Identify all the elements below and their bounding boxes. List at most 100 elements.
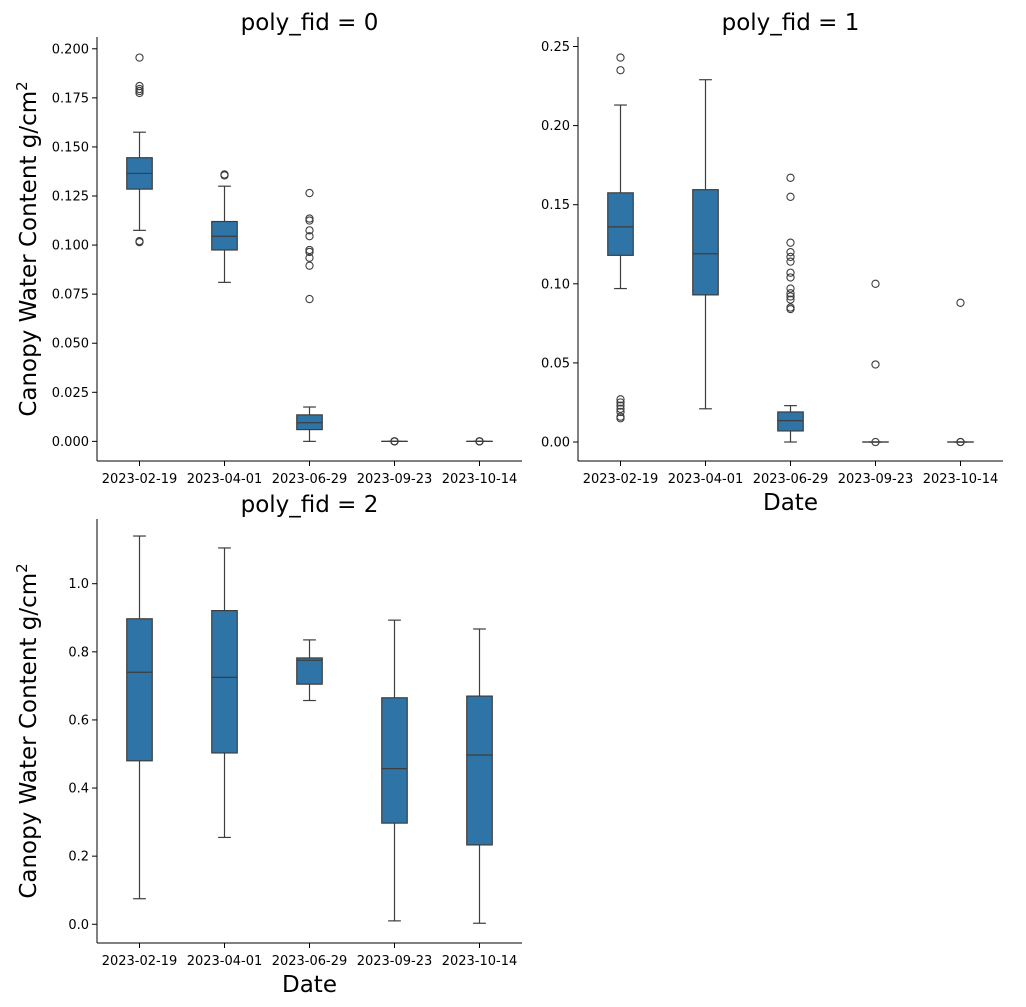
iqr-box: [381, 697, 408, 824]
y-tick-label: 0.075: [52, 288, 89, 303]
panel-title: poly_fid = 2: [241, 492, 379, 518]
outlier-point: [135, 88, 144, 98]
outlier-point: [786, 257, 795, 266]
outlier-point: [871, 279, 880, 288]
outlier-point: [786, 252, 795, 262]
x-tick-label: 2023-09-23: [357, 954, 433, 969]
outlier-point: [786, 238, 795, 247]
y-tick-label: 0.000: [52, 435, 89, 450]
y-axis-label-text: Canopy Water Content g/cm: [16, 573, 42, 899]
outlier-point: [305, 253, 314, 262]
outlier-point: [305, 226, 314, 235]
y-tick-label: 0.175: [52, 91, 89, 106]
panel-0: poly_fid = 0 0.000 0.025 0.050 0.075 0.100 0.1…: [13, 10, 522, 487]
y-tick-label: 0.8: [68, 645, 89, 660]
outlier-point: [786, 289, 795, 298]
x-tick-label: 2023-06-29: [272, 954, 348, 969]
y-axis-label-superscript: 2: [13, 563, 31, 573]
box-2023-02-19: [126, 53, 153, 247]
iqr-box: [777, 411, 804, 432]
outlier-point: [616, 53, 625, 62]
y-tick-label: 0.0: [68, 918, 89, 933]
outlier-point: [786, 292, 795, 301]
outlier-point: [305, 188, 314, 198]
box-2023-04-01: [211, 547, 238, 839]
outlier-point: [135, 237, 144, 247]
y-tick-label: 0.6: [68, 713, 89, 728]
x-tick-label: 2023-09-23: [357, 472, 433, 487]
iqr-box: [211, 610, 238, 754]
outlier-point: [305, 232, 314, 241]
x-tick-label: 2023-02-19: [102, 954, 178, 969]
y-tick-label: 0.20: [541, 119, 570, 134]
x-tick-label: 2023-10-14: [923, 472, 999, 487]
y-tick-label: 0.200: [52, 42, 89, 57]
outlier-point: [956, 437, 965, 447]
outlier-point: [305, 216, 314, 225]
x-tick-label: 2023-10-14: [442, 954, 518, 969]
x-tick-label: 2023-04-01: [668, 472, 744, 487]
y-tick-label: 0.15: [541, 198, 570, 213]
y-tick-label: 0.10: [541, 277, 570, 292]
x-tick-label: 2023-04-01: [187, 954, 263, 969]
box-2023-06-29: [777, 173, 804, 443]
outlier-point: [135, 53, 144, 62]
x-tick-label: 2023-09-23: [838, 472, 914, 487]
panel-2: poly_fid = 2 0.0 0.2 0.4 0.6 0.8 1.0 2023-02-19…: [13, 492, 522, 998]
box-2023-06-29: [296, 188, 323, 442]
y-tick-label: 0.2: [68, 850, 89, 865]
y-axis-label-superscript: 2: [13, 81, 31, 91]
iqr-box: [126, 618, 153, 762]
iqr-box: [692, 189, 719, 296]
outlier-point: [871, 360, 880, 369]
box-2023-02-19: [607, 53, 634, 423]
outlier-point: [786, 192, 795, 201]
outlier-point: [616, 404, 625, 413]
outlier-point: [220, 171, 229, 180]
y-tick-label: 0.25: [541, 40, 570, 55]
outlier-point: [786, 273, 795, 282]
x-axis-label: Date: [763, 490, 818, 516]
outlier-point: [786, 248, 795, 257]
outlier-point: [616, 407, 625, 417]
outlier-point: [616, 395, 625, 404]
y-tick-label: 0.025: [52, 386, 89, 401]
y-tick-label: 0.150: [52, 140, 89, 155]
x-tick-label: 2023-06-29: [272, 472, 348, 487]
outlier-point: [616, 398, 625, 407]
outlier-point: [786, 173, 795, 182]
outlier-point: [871, 437, 880, 447]
outlier-point: [616, 401, 625, 410]
y-tick-label: 0.050: [52, 337, 89, 352]
outlier-point: [616, 414, 625, 423]
outlier-point: [305, 294, 314, 304]
box-2023-04-01: [211, 170, 238, 283]
x-tick-label: 2023-04-01: [187, 472, 263, 487]
y-tick-label: 0.100: [52, 239, 89, 254]
box-2023-06-29: [296, 639, 323, 702]
outlier-point: [786, 295, 795, 304]
outlier-point: [305, 261, 314, 270]
y-axis-label: Canopy Water Content g/cm2: [13, 81, 42, 416]
y-tick-label: 1.0: [68, 577, 89, 592]
iqr-box: [607, 192, 634, 256]
outlier-point: [616, 66, 625, 75]
x-tick-label: 2023-02-19: [102, 472, 178, 487]
box-2023-09-23: [381, 437, 408, 446]
box-2023-04-01: [692, 79, 719, 410]
outlier-point: [390, 437, 399, 446]
iqr-box: [296, 657, 323, 685]
y-tick-label: 0.125: [52, 190, 89, 205]
y-tick-label: 0.00: [541, 436, 570, 451]
panel-title: poly_fid = 1: [722, 10, 860, 36]
y-axis-label-text: Canopy Water Content g/cm: [16, 91, 42, 417]
iqr-box: [466, 695, 493, 846]
outlier-point: [786, 284, 795, 293]
outlier-point: [786, 304, 795, 314]
box-2023-10-14: [466, 437, 493, 446]
panel-title: poly_fid = 0: [241, 10, 379, 36]
outlier-point: [956, 298, 965, 307]
box-2023-09-23: [381, 619, 408, 922]
y-axis-label: Canopy Water Content g/cm2: [13, 563, 42, 898]
